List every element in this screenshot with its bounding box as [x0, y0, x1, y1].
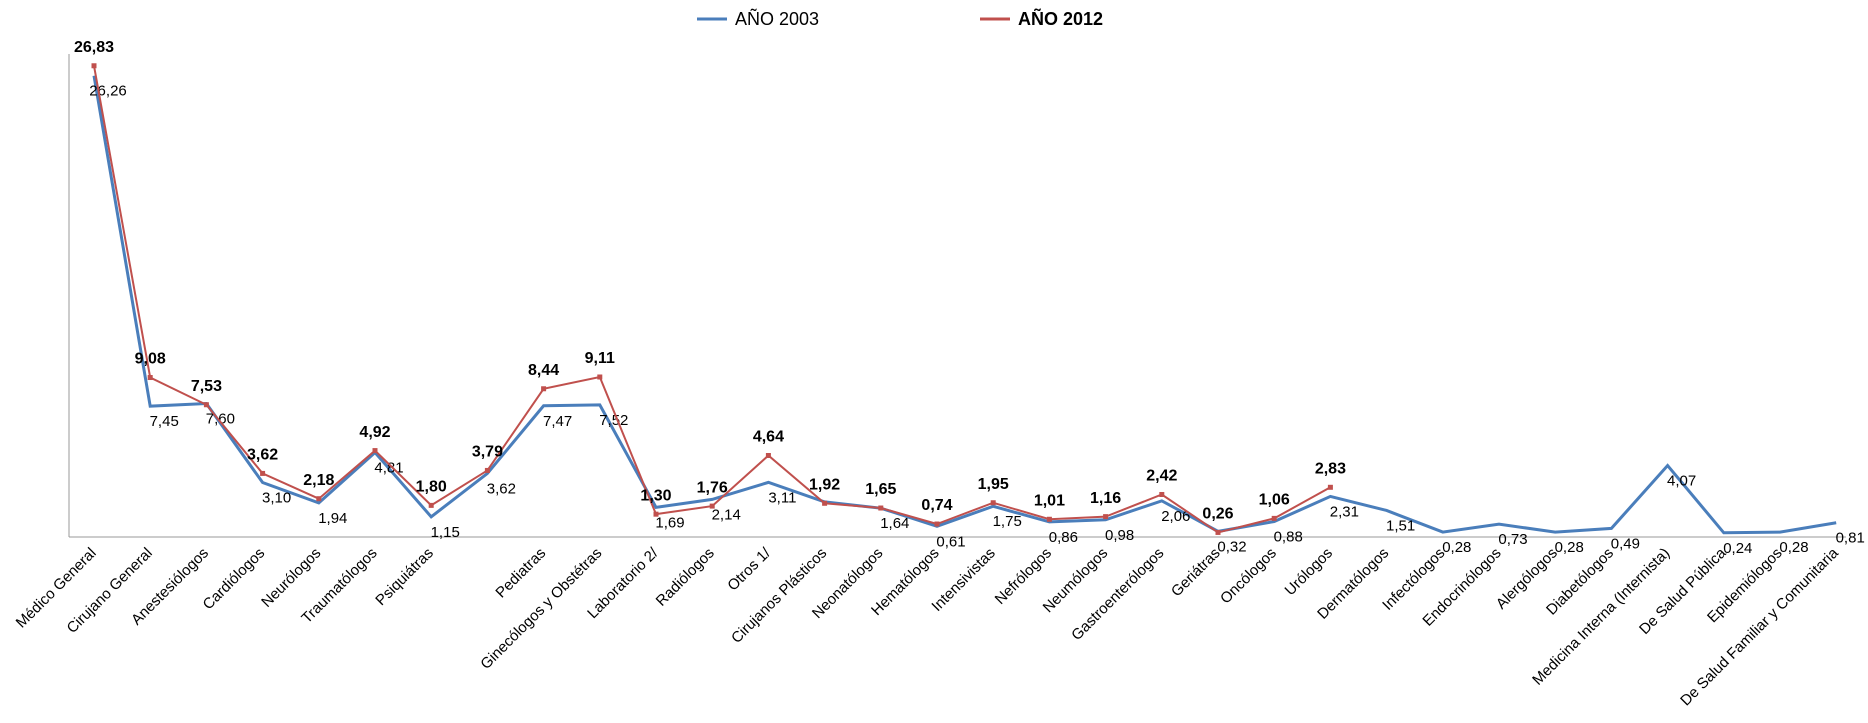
data-label: 1,30 [640, 487, 671, 504]
legend-label: AÑO 2012 [1018, 8, 1103, 29]
point-marker [765, 453, 771, 459]
data-label: 7,47 [543, 413, 572, 430]
data-label: 1,06 [1259, 492, 1290, 509]
x-tick-label: Otros 1/ [724, 544, 774, 594]
x-tick-label: Radiólogos [653, 545, 718, 610]
data-label: 9,08 [135, 351, 166, 368]
point-marker [428, 502, 434, 508]
data-label: 2,83 [1315, 461, 1346, 478]
point-marker [822, 500, 828, 506]
data-label: 0,81 [1836, 530, 1865, 547]
data-label: 0,28 [1555, 539, 1584, 556]
x-tick-label: Geriátras [1168, 545, 1224, 601]
point-marker [541, 386, 547, 392]
data-label: 2,31 [1330, 503, 1359, 520]
data-label: 1,16 [1090, 490, 1121, 507]
data-label: 0,61 [936, 533, 965, 550]
series-line [92, 75, 1837, 535]
data-label: 1,75 [993, 513, 1022, 530]
data-label: 2,42 [1146, 468, 1177, 485]
point-marker [372, 448, 378, 454]
x-tick-label: Cirujanos Plásticos [728, 545, 830, 647]
data-label: 3,62 [247, 447, 278, 464]
data-label: 2,06 [1161, 508, 1190, 525]
point-marker [1159, 491, 1165, 497]
point-marker [1046, 516, 1052, 522]
point-marker [934, 521, 940, 527]
data-label: 1,95 [978, 476, 1009, 493]
data-label: 1,80 [416, 479, 447, 496]
data-label: 1,01 [1034, 492, 1065, 509]
data-label: 26,26 [89, 83, 127, 100]
data-label: 1,94 [318, 510, 347, 527]
point-marker [484, 467, 490, 473]
point-marker [147, 375, 153, 381]
data-label: 0,49 [1611, 535, 1640, 552]
data-label: 0,26 [1202, 506, 1233, 523]
point-marker [316, 496, 322, 502]
data-label: 2,14 [712, 506, 741, 523]
point-marker [91, 63, 97, 69]
data-label: 0,98 [1105, 527, 1134, 544]
data-label: 0,73 [1498, 531, 1527, 548]
point-marker [260, 470, 266, 476]
data-label: 0,24 [1723, 540, 1752, 557]
series-line [93, 65, 1331, 534]
data-label: 0,74 [921, 497, 952, 514]
point-marker [1215, 529, 1221, 535]
data-label: 1,69 [655, 514, 684, 531]
data-label: 2,18 [303, 472, 334, 489]
data-label: 1,15 [431, 524, 460, 541]
data-label: 3,79 [472, 444, 503, 461]
point-marker [653, 511, 659, 517]
data-label: 0,28 [1442, 539, 1471, 556]
data-label: 1,76 [697, 479, 728, 496]
x-tick-label: Pediatras [492, 545, 549, 602]
point-marker [709, 503, 715, 509]
data-label: 7,45 [150, 413, 179, 430]
point-marker [1103, 514, 1109, 520]
point-marker [878, 505, 884, 511]
data-label: 4,64 [753, 429, 784, 446]
data-label: 3,10 [262, 490, 291, 507]
data-label: 0,88 [1274, 529, 1303, 546]
data-label: 7,60 [206, 410, 235, 427]
point-marker [990, 500, 996, 506]
point-marker [1327, 484, 1333, 490]
data-label: 7,52 [599, 412, 628, 429]
data-label: 26,83 [74, 39, 114, 56]
data-label: 9,11 [585, 350, 615, 367]
data-label: 0,28 [1779, 539, 1808, 556]
data-label: 0,32 [1217, 538, 1246, 555]
data-label: 4,92 [359, 424, 390, 441]
data-label: 1,92 [809, 476, 840, 493]
data-label: 1,65 [865, 481, 896, 498]
data-label: 0,86 [1049, 529, 1078, 546]
x-tick-label: Psiquiátras [372, 545, 436, 609]
point-marker [597, 374, 603, 380]
data-label: 4,07 [1667, 472, 1696, 489]
data-label: 3,11 [768, 489, 796, 506]
x-tick-label: Urólogos [1282, 545, 1336, 599]
data-label: 3,62 [487, 480, 516, 497]
data-label: 8,44 [528, 362, 559, 379]
data-label: 1,51 [1386, 517, 1415, 534]
legend-label: AÑO 2003 [735, 8, 819, 29]
point-marker [1271, 515, 1277, 521]
data-label: 1,64 [880, 515, 909, 532]
point-marker [203, 402, 209, 408]
data-label: 7,53 [191, 378, 222, 395]
